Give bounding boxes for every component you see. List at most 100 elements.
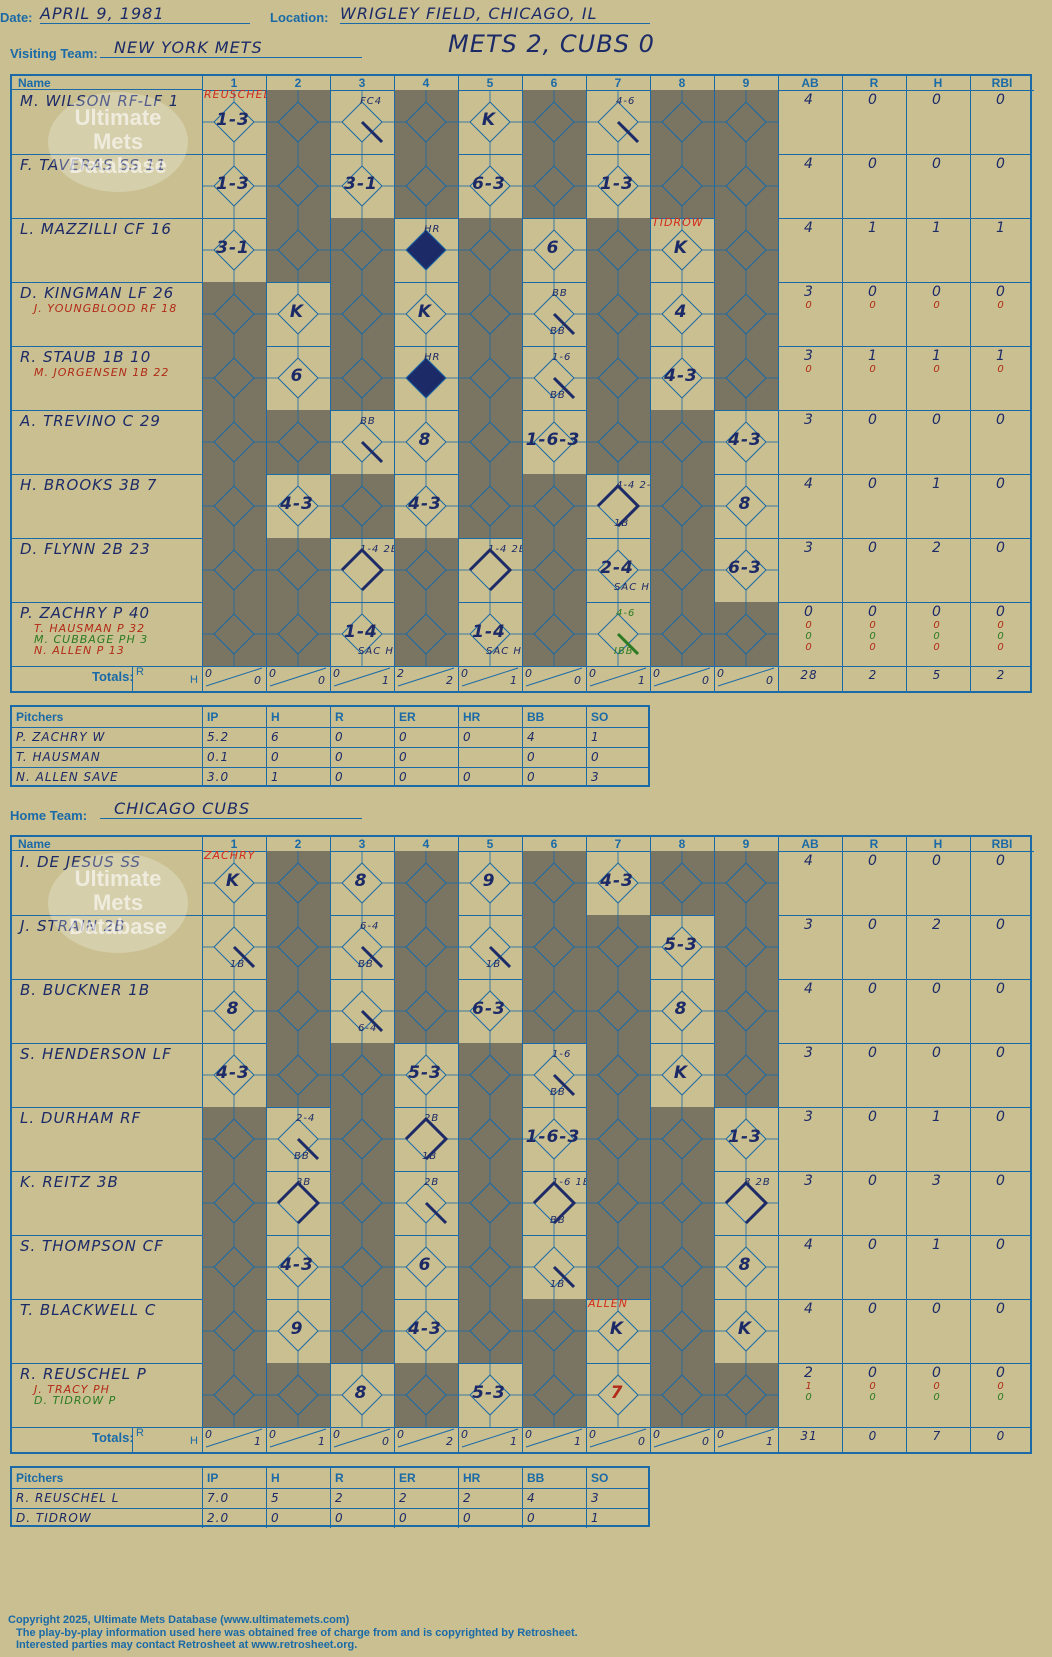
base-diamond-icon [522, 154, 586, 218]
at-bat-cell [266, 346, 330, 410]
batter-name: T. BLACKWELL C [20, 1301, 157, 1319]
play-result: 8 [226, 999, 240, 1019]
base-diamond-icon [458, 851, 522, 915]
team-total-stat: 2 [996, 668, 1006, 682]
batter-stat: 3 [804, 540, 814, 556]
batter-stat: 3 [804, 1045, 814, 1061]
batter-stat: 0 [932, 853, 942, 869]
pitching-cell: 0 [330, 767, 394, 787]
batter-stat: 1 [868, 348, 878, 364]
pitching-cell: 0 [458, 767, 522, 787]
base-diamond-icon [330, 851, 394, 915]
at-bat-cell [522, 538, 586, 602]
batter-stat: 0 [996, 1237, 1006, 1253]
batter-stat: 0 [996, 1109, 1006, 1125]
batter-stat: 1 [868, 220, 878, 236]
base-diamond-icon [458, 474, 522, 538]
batter-stat: 0 [932, 156, 942, 172]
base-diamond-icon [522, 1043, 586, 1107]
inning-header: 4 [394, 76, 458, 91]
base-diamond-icon [522, 1363, 586, 1427]
stat-header: R [842, 76, 906, 91]
totals-slash-icon [525, 667, 583, 687]
pitching-cell: 1 [266, 767, 330, 787]
at-bat-cell [458, 90, 522, 154]
play-note: HR [424, 224, 441, 235]
play-note: FC4 [360, 96, 383, 107]
batter-stat: 3 [804, 1109, 814, 1125]
base-diamond-icon [650, 1235, 714, 1299]
rh-legend: H [190, 1435, 198, 1447]
stat-header: AB [778, 837, 842, 852]
at-bat-cell [394, 1171, 458, 1235]
inning-runs-total: 0 [461, 1428, 469, 1441]
play-result: 4-3 [600, 871, 634, 891]
base-diamond-icon [394, 90, 458, 154]
play-note: BB [294, 1151, 310, 1162]
batter-stat: 0 [996, 284, 1006, 300]
base-diamond-icon [202, 1171, 266, 1235]
base-diamond-icon [714, 154, 778, 218]
play-note: IBB [614, 646, 634, 657]
totals-slash-icon [333, 667, 391, 687]
at-bat-cell [330, 1107, 394, 1171]
home-team-label: Home Team: [10, 808, 88, 823]
substitute-stat: 0 [933, 642, 941, 653]
base-diamond-icon [650, 282, 714, 346]
base-diamond-icon [330, 602, 394, 666]
inning-runs-total: 0 [269, 667, 277, 680]
totals-slash-icon [269, 667, 327, 687]
pitching-cell: 0 [330, 1508, 394, 1528]
inning-runs-total: 0 [653, 1428, 661, 1441]
batter-stat: 0 [868, 476, 878, 492]
at-bat-cell [458, 410, 522, 474]
play-result: 5-3 [408, 1063, 442, 1083]
base-diamond-icon [650, 1299, 714, 1363]
base-diamond-icon [330, 1171, 394, 1235]
substitute-stat: 0 [997, 1381, 1005, 1392]
pitching-cell: T. HAUSMAN [16, 750, 101, 764]
totals-slash-icon [205, 1428, 263, 1448]
base-diamond-icon [330, 979, 394, 1043]
pitching-header: SO [586, 707, 646, 727]
at-bat-cell [394, 282, 458, 346]
batter-stat: 0 [868, 284, 878, 300]
footer-retrosheet: The play-by-play information used here w… [16, 1627, 578, 1639]
play-result: 6 [546, 238, 560, 258]
at-bat-cell [458, 915, 522, 979]
at-bat-cell [650, 915, 714, 979]
base-diamond-icon [202, 474, 266, 538]
inning-hits-total: 1 [510, 674, 518, 687]
batter-stat: 3 [804, 348, 814, 364]
base-diamond-icon [714, 851, 778, 915]
batter-name: A. TREVINO C 29 [20, 412, 161, 430]
base-diamond-icon [458, 1107, 522, 1171]
at-bat-cell [266, 1043, 330, 1107]
pitching-cell: 0 [586, 747, 646, 767]
at-bat-cell [202, 282, 266, 346]
at-bat-cell [266, 410, 330, 474]
substitute-stat: 0 [805, 642, 813, 653]
totals-label: Totals: [92, 1430, 134, 1445]
substitute-stat: 0 [805, 364, 813, 375]
play-result: 6 [290, 366, 304, 386]
batter-name: H. BROOKS 3B 7 [20, 476, 158, 494]
at-bat-cell [650, 1107, 714, 1171]
base-diamond-icon [586, 410, 650, 474]
base-diamond-icon [458, 1043, 522, 1107]
pitching-cell: 6 [266, 727, 330, 747]
at-bat-cell [266, 602, 330, 666]
batter-stat: 0 [996, 1173, 1006, 1189]
play-result: 1-6-3 [525, 430, 581, 450]
substitute-stat: 0 [933, 620, 941, 631]
base-diamond-icon [330, 1043, 394, 1107]
base-diamond-icon [394, 915, 458, 979]
play-note: 1B [614, 518, 630, 529]
pitcher-change-note: REUSCHEL [204, 88, 271, 101]
at-bat-cell [586, 538, 650, 602]
at-bat-cell [586, 1171, 650, 1235]
base-diamond-icon [458, 154, 522, 218]
totals-slash-icon [397, 667, 455, 687]
batter-stat: 0 [868, 412, 878, 428]
pitching-cell: 1 [586, 727, 646, 747]
